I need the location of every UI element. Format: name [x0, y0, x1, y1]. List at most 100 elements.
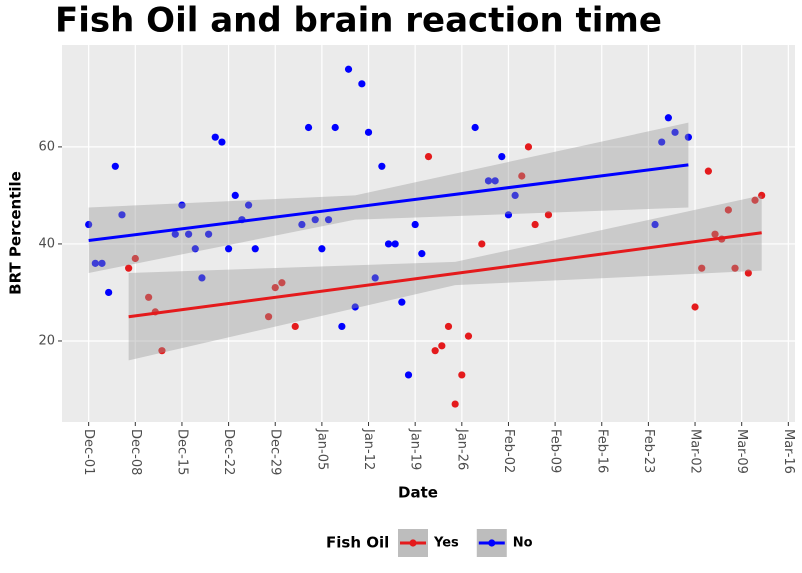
chart-title: Fish Oil and brain reaction time: [55, 1, 662, 41]
point: [324, 216, 333, 224]
point: [171, 230, 179, 238]
point: [524, 143, 533, 151]
point: [671, 128, 679, 136]
point: [504, 211, 513, 219]
point: [451, 400, 459, 408]
y-axis-label: BRT Percentile: [7, 171, 25, 295]
point: [198, 274, 206, 282]
point: [711, 230, 719, 238]
point: [691, 303, 699, 311]
point: [758, 191, 766, 200]
point: [658, 138, 666, 146]
point: [458, 371, 466, 379]
point: [371, 274, 379, 282]
legend-point: [488, 539, 496, 547]
point: [298, 220, 306, 229]
x-tick-label: Dec-15: [174, 429, 189, 475]
point: [664, 114, 672, 122]
point: [211, 133, 219, 141]
x-tick-label: Dec-22: [221, 429, 236, 475]
x-tick-label: Mar-16: [781, 429, 796, 474]
point: [244, 201, 253, 209]
legend-point: [409, 539, 417, 547]
point: [344, 65, 353, 73]
point: [158, 347, 166, 355]
point: [724, 206, 732, 214]
point: [464, 332, 473, 340]
point: [518, 172, 526, 180]
point: [544, 211, 553, 219]
point: [304, 123, 313, 132]
point: [744, 269, 752, 277]
point: [444, 322, 453, 331]
x-tick-label: Dec-01: [81, 429, 96, 475]
point: [178, 201, 186, 209]
point: [224, 245, 233, 253]
x-tick-label: Jan-19: [408, 428, 423, 470]
x-tick-label: Jan-05: [314, 428, 329, 470]
point: [218, 138, 226, 146]
point: [731, 264, 739, 272]
point: [271, 283, 279, 292]
x-tick-label: Jan-26: [454, 428, 469, 470]
x-tick-label: Mar-09: [734, 429, 749, 474]
y-tick-label: 60: [38, 139, 55, 154]
point: [404, 371, 413, 379]
point: [98, 259, 106, 267]
point: [111, 162, 119, 170]
point: [484, 177, 493, 185]
panel: [62, 45, 795, 422]
point: [478, 240, 486, 248]
point: [411, 220, 419, 229]
x-tick-label: Feb-23: [641, 429, 656, 473]
x-tick-label: Feb-09: [548, 429, 563, 473]
fit-line: [88, 163, 689, 243]
point: [338, 322, 346, 331]
confidence-band: [128, 195, 762, 361]
legend-label: No: [513, 536, 533, 551]
point: [491, 177, 499, 185]
point: [704, 167, 712, 175]
point: [651, 220, 659, 229]
point: [318, 245, 326, 253]
point: [698, 264, 706, 272]
point: [351, 303, 359, 311]
fit-line: [128, 231, 762, 319]
point: [311, 216, 319, 224]
point: [384, 240, 393, 248]
point: [471, 123, 479, 132]
legend-label: Yes: [433, 536, 459, 551]
x-tick-label: Mar-02: [688, 429, 703, 474]
point: [331, 123, 339, 132]
point: [498, 152, 506, 161]
point: [424, 152, 433, 161]
x-tick-label: Feb-02: [501, 429, 516, 473]
point: [398, 298, 406, 306]
legend-title: Fish Oil: [326, 534, 389, 552]
confidence-band: [88, 122, 689, 274]
point: [438, 342, 446, 350]
point: [511, 191, 519, 200]
point: [231, 191, 239, 200]
point: [145, 293, 153, 301]
point: [378, 162, 386, 170]
point: [205, 230, 213, 238]
point: [91, 259, 99, 267]
point: [264, 313, 273, 321]
x-tick-label: Dec-29: [268, 429, 283, 475]
point: [291, 322, 299, 331]
point: [131, 254, 139, 263]
point: [684, 133, 692, 141]
y-tick-label: 40: [38, 236, 55, 251]
y-tick-label: 20: [38, 333, 55, 348]
x-tick-label: Jan-12: [361, 428, 376, 470]
point: [185, 230, 193, 238]
x-tick-label: Dec-08: [128, 429, 143, 475]
x-tick-label: Feb-16: [594, 429, 609, 473]
point: [751, 196, 759, 204]
point: [431, 347, 439, 355]
point: [191, 245, 199, 253]
point: [278, 279, 286, 287]
point: [391, 240, 399, 248]
